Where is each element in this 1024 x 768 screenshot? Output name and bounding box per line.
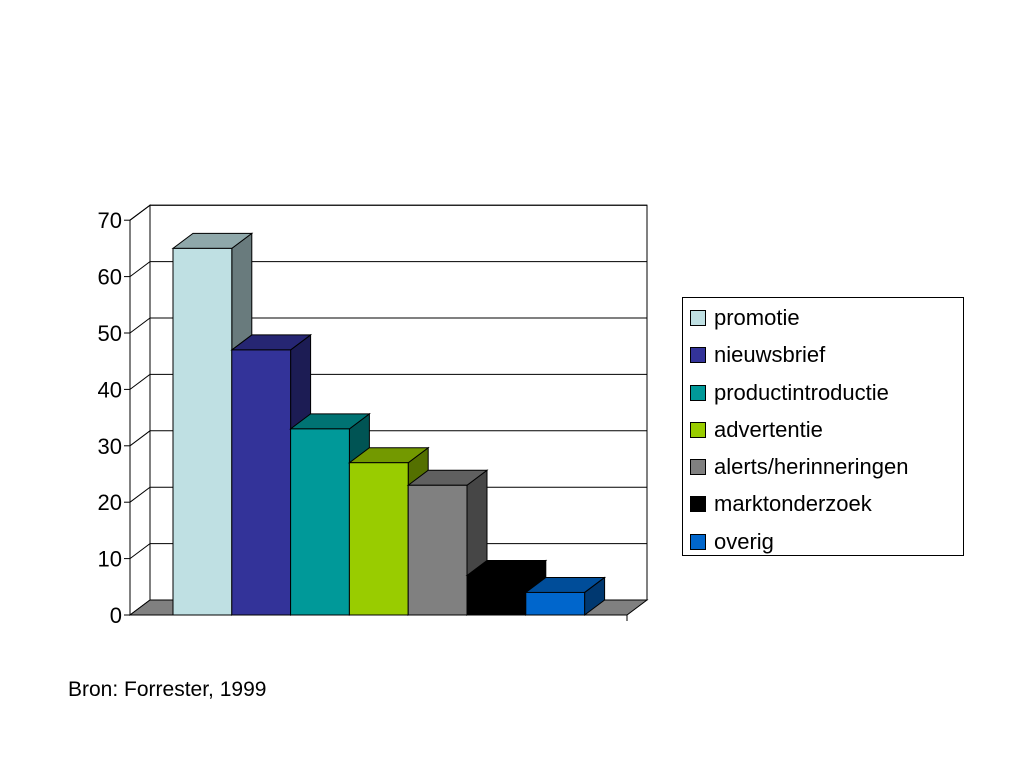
bar-front [290,428,350,616]
gridline [129,430,647,447]
gridline [129,373,647,390]
y-tick-label: 50 [98,321,122,346]
gridline [129,261,647,278]
legend-swatch [690,347,706,364]
bar-front [466,575,527,616]
legend-swatch [690,384,706,401]
y-axis-ticks: 0 10 20 30 40 50 60 70 [98,208,130,628]
y-tick-label: 70 [98,208,122,233]
legend-label: overig [714,528,774,554]
bar-front [348,462,409,616]
y-tick-label: 30 [98,434,122,459]
y-tick-label: 10 [98,547,122,572]
legend-item: promotie [683,301,963,338]
bar-front [172,247,233,616]
legend-item: overig [683,525,963,562]
y-tick-label: 60 [98,265,122,290]
chart-side-wall [129,204,151,616]
bar-front [231,349,292,616]
bars [171,232,607,616]
legend-item: marktonderzoek [683,487,963,524]
legend-swatch [690,496,706,513]
gridline [129,204,647,221]
y-tick-label: 20 [98,490,122,515]
gridline [129,317,647,334]
gridlines [129,204,647,559]
y-tick-label: 0 [110,603,122,628]
legend-item: advertentie [683,413,963,450]
bar-front [407,484,468,616]
legend-item: nieuwsbrief [683,338,963,375]
chart-legend: promotie nieuwsbrief productintroductie adv… [682,297,964,556]
source-note: Bron: Forrester, 1999 [68,678,267,701]
legend-item: productintroductie [683,376,963,413]
legend-item: alerts/herinneringen [683,450,963,487]
legend-label: marktonderzoek [714,491,872,517]
bar [524,576,607,616]
bar-front [525,591,586,616]
legend-label: productintroductie [714,379,889,405]
legend-swatch [690,533,706,550]
legend-swatch [690,459,706,476]
legend-label: promotie [714,305,800,330]
y-tick-label: 40 [98,377,122,402]
legend-label: advertentie [714,416,823,442]
legend-swatch [690,421,706,438]
legend-label: nieuwsbrief [714,342,826,368]
legend-label: alerts/herinneringen [714,454,909,480]
legend-swatch [690,310,706,326]
